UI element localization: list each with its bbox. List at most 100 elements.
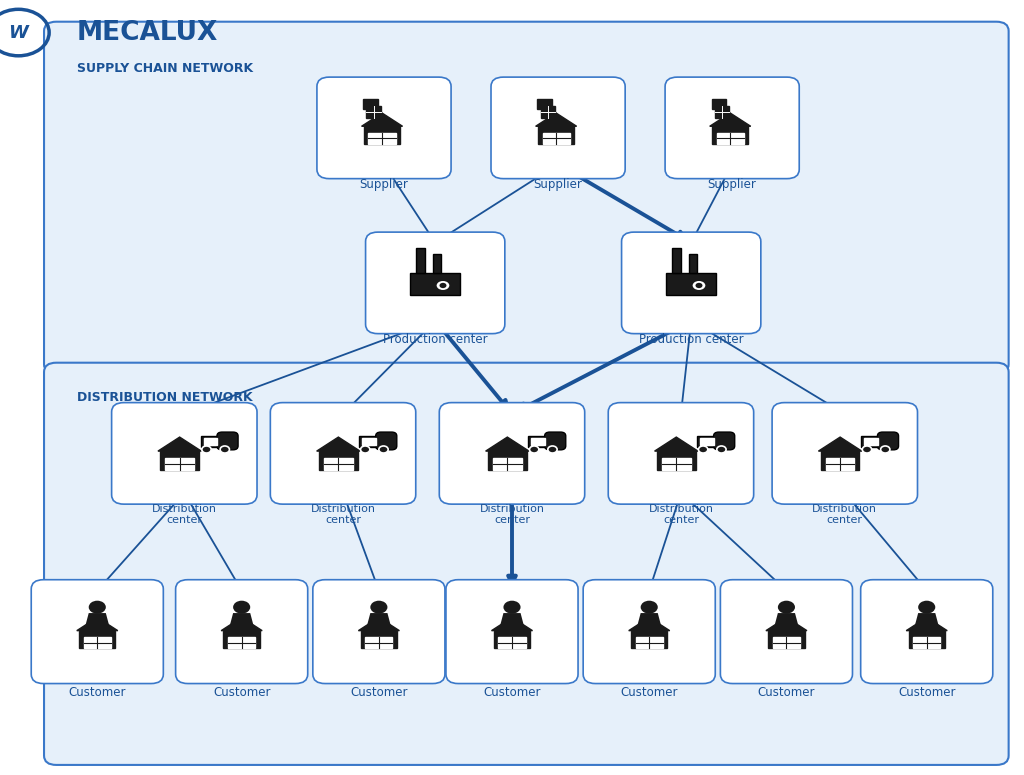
Circle shape: [379, 446, 388, 453]
FancyBboxPatch shape: [446, 580, 578, 684]
FancyBboxPatch shape: [768, 631, 805, 648]
FancyBboxPatch shape: [493, 458, 521, 470]
FancyBboxPatch shape: [317, 78, 451, 179]
FancyBboxPatch shape: [636, 637, 663, 648]
Polygon shape: [501, 613, 523, 625]
FancyBboxPatch shape: [488, 451, 526, 470]
FancyBboxPatch shape: [79, 631, 116, 648]
FancyBboxPatch shape: [44, 363, 1009, 765]
FancyBboxPatch shape: [697, 436, 719, 447]
Text: Distribution
center: Distribution center: [152, 504, 217, 525]
Text: Supplier: Supplier: [359, 178, 409, 191]
Polygon shape: [230, 613, 253, 625]
Circle shape: [504, 601, 520, 614]
FancyBboxPatch shape: [657, 451, 695, 470]
Text: Distribution
center: Distribution center: [812, 504, 878, 525]
FancyBboxPatch shape: [32, 580, 164, 684]
Polygon shape: [710, 113, 751, 126]
FancyBboxPatch shape: [861, 436, 883, 447]
FancyBboxPatch shape: [631, 631, 668, 648]
Circle shape: [548, 446, 557, 453]
Text: Customer: Customer: [213, 686, 270, 699]
FancyBboxPatch shape: [538, 99, 552, 109]
FancyBboxPatch shape: [176, 580, 307, 684]
FancyBboxPatch shape: [204, 438, 217, 446]
Text: Customer: Customer: [69, 686, 126, 699]
Text: W: W: [8, 23, 29, 42]
Text: Supplier: Supplier: [708, 178, 757, 191]
Circle shape: [371, 601, 387, 614]
Circle shape: [695, 283, 702, 288]
FancyBboxPatch shape: [112, 403, 257, 505]
Polygon shape: [766, 618, 807, 631]
FancyBboxPatch shape: [715, 106, 729, 118]
FancyBboxPatch shape: [666, 78, 799, 179]
FancyBboxPatch shape: [161, 451, 199, 470]
FancyBboxPatch shape: [360, 631, 397, 648]
FancyBboxPatch shape: [367, 106, 381, 118]
FancyBboxPatch shape: [584, 580, 715, 684]
FancyBboxPatch shape: [541, 106, 555, 118]
Circle shape: [919, 601, 935, 614]
Circle shape: [778, 601, 795, 614]
FancyBboxPatch shape: [714, 432, 735, 450]
FancyBboxPatch shape: [860, 580, 993, 684]
FancyBboxPatch shape: [666, 273, 717, 295]
Polygon shape: [906, 618, 947, 631]
Text: Production center: Production center: [639, 333, 743, 346]
Circle shape: [435, 280, 451, 291]
FancyBboxPatch shape: [864, 438, 878, 446]
FancyBboxPatch shape: [359, 436, 381, 447]
FancyBboxPatch shape: [410, 273, 461, 295]
Polygon shape: [638, 613, 660, 625]
FancyBboxPatch shape: [270, 403, 416, 505]
Polygon shape: [629, 618, 670, 631]
FancyBboxPatch shape: [545, 432, 565, 450]
Circle shape: [220, 446, 229, 453]
Polygon shape: [536, 113, 577, 126]
FancyBboxPatch shape: [773, 637, 800, 648]
Circle shape: [641, 601, 657, 614]
Polygon shape: [316, 437, 360, 451]
Polygon shape: [818, 437, 862, 451]
FancyBboxPatch shape: [313, 580, 444, 684]
FancyBboxPatch shape: [721, 580, 852, 684]
FancyBboxPatch shape: [492, 78, 625, 179]
Circle shape: [233, 601, 250, 614]
FancyBboxPatch shape: [528, 436, 550, 447]
FancyBboxPatch shape: [228, 637, 255, 648]
Circle shape: [698, 446, 708, 453]
FancyBboxPatch shape: [499, 637, 525, 648]
Polygon shape: [77, 618, 118, 631]
Text: Distribution
center: Distribution center: [479, 504, 545, 525]
FancyBboxPatch shape: [494, 631, 530, 648]
FancyBboxPatch shape: [913, 637, 940, 648]
FancyBboxPatch shape: [44, 22, 1009, 374]
FancyBboxPatch shape: [416, 248, 425, 273]
Circle shape: [691, 280, 707, 291]
Polygon shape: [86, 613, 109, 625]
Circle shape: [717, 446, 726, 453]
Circle shape: [439, 283, 446, 288]
Circle shape: [202, 446, 211, 453]
FancyBboxPatch shape: [319, 451, 357, 470]
FancyBboxPatch shape: [217, 432, 238, 450]
Text: Customer: Customer: [350, 686, 408, 699]
FancyBboxPatch shape: [821, 451, 859, 470]
FancyBboxPatch shape: [717, 133, 743, 144]
FancyBboxPatch shape: [433, 254, 441, 273]
FancyBboxPatch shape: [376, 432, 396, 450]
FancyBboxPatch shape: [531, 438, 545, 446]
FancyBboxPatch shape: [712, 99, 726, 109]
Text: MECALUX: MECALUX: [77, 19, 218, 46]
FancyBboxPatch shape: [672, 248, 681, 273]
FancyBboxPatch shape: [878, 432, 899, 450]
FancyBboxPatch shape: [223, 631, 260, 648]
Polygon shape: [654, 437, 698, 451]
FancyBboxPatch shape: [622, 232, 761, 333]
FancyBboxPatch shape: [201, 436, 222, 447]
FancyBboxPatch shape: [324, 458, 352, 470]
FancyBboxPatch shape: [366, 637, 392, 648]
FancyBboxPatch shape: [362, 438, 376, 446]
FancyBboxPatch shape: [712, 126, 749, 144]
